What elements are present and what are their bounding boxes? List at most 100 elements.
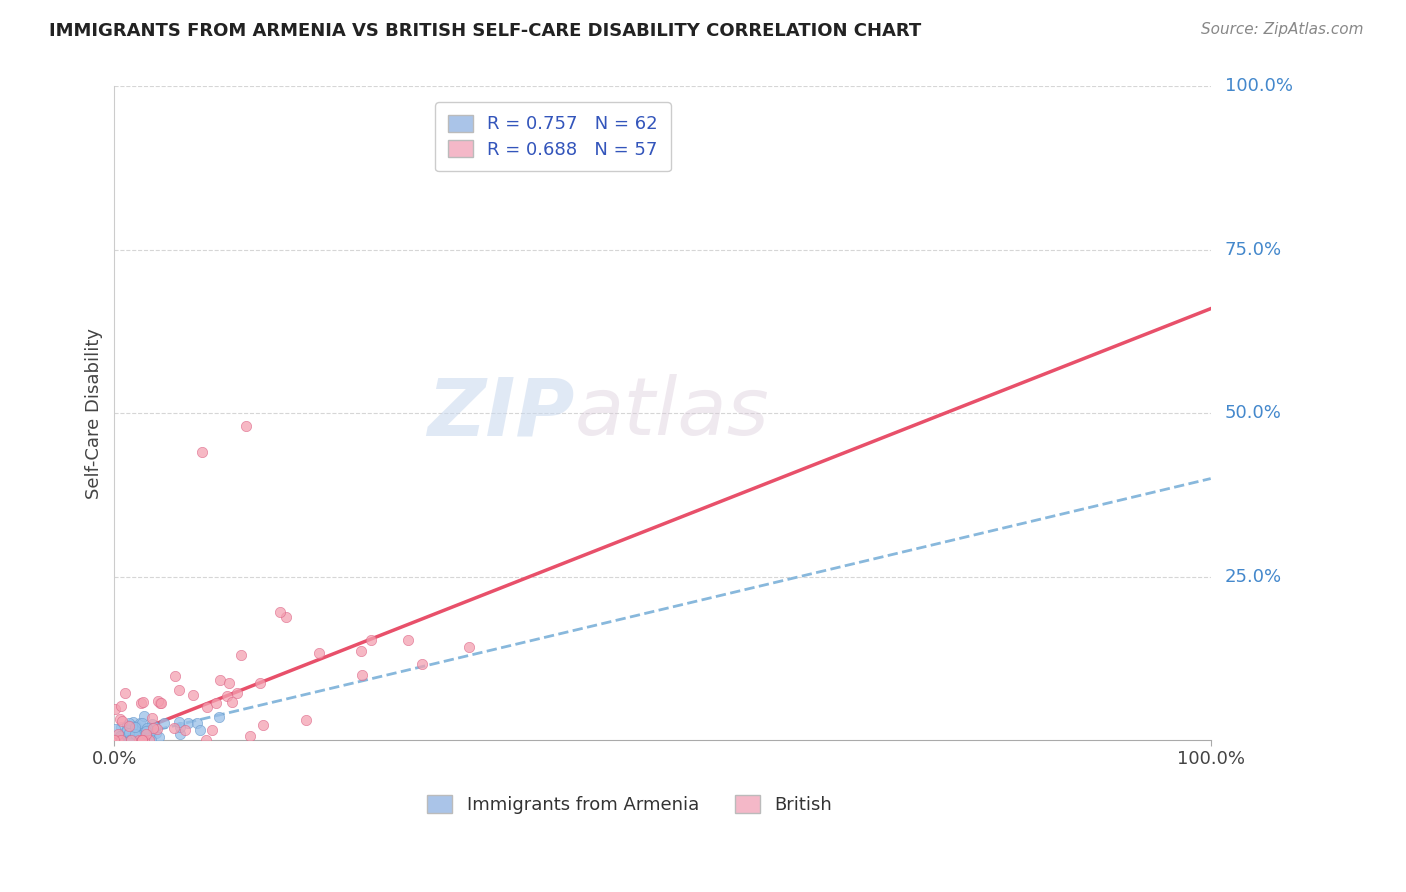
Text: 100.0%: 100.0%: [1225, 78, 1292, 95]
Point: [191, 445, 214, 459]
Point: [218, 675, 240, 690]
Point: [122, 733, 145, 747]
Point: [396, 633, 419, 648]
Point: [141, 733, 163, 747]
Point: [128, 715, 150, 730]
Point: [153, 716, 176, 731]
Point: [121, 719, 143, 733]
Point: [110, 712, 132, 726]
Point: [134, 723, 156, 737]
Point: [110, 699, 132, 714]
Point: [108, 729, 131, 743]
Point: [125, 723, 148, 737]
Point: [110, 720, 132, 734]
Point: [135, 727, 157, 741]
Point: [142, 721, 165, 735]
Legend: Immigrants from Armenia, British: Immigrants from Armenia, British: [419, 789, 839, 822]
Point: [128, 733, 150, 747]
Point: [107, 733, 129, 747]
Point: [411, 657, 433, 671]
Point: [118, 725, 141, 739]
Point: [136, 721, 159, 735]
Point: [135, 729, 157, 743]
Point: [104, 733, 127, 747]
Point: [124, 727, 146, 741]
Y-axis label: Self-Care Disability: Self-Care Disability: [86, 327, 103, 499]
Point: [145, 726, 167, 740]
Point: [132, 733, 155, 747]
Point: [295, 714, 318, 728]
Point: [117, 733, 139, 747]
Point: [226, 686, 249, 700]
Point: [111, 731, 134, 746]
Text: 50.0%: 50.0%: [1225, 404, 1281, 422]
Point: [110, 729, 132, 743]
Point: [229, 648, 252, 662]
Point: [138, 729, 160, 743]
Point: [194, 733, 217, 747]
Point: [103, 733, 125, 747]
Text: 25.0%: 25.0%: [1225, 567, 1282, 586]
Point: [105, 733, 128, 747]
Point: [173, 723, 195, 738]
Point: [350, 668, 373, 682]
Point: [360, 633, 382, 648]
Point: [122, 715, 145, 730]
Point: [111, 714, 134, 729]
Point: [186, 716, 208, 731]
Point: [149, 696, 172, 710]
Point: [124, 720, 146, 734]
Point: [115, 723, 138, 738]
Point: [195, 700, 218, 714]
Point: [235, 419, 257, 434]
Point: [132, 695, 155, 709]
Point: [105, 733, 128, 747]
Point: [148, 694, 170, 708]
Point: [141, 711, 163, 725]
Point: [208, 710, 231, 724]
Point: [215, 689, 238, 703]
Point: [458, 640, 481, 655]
Point: [120, 733, 142, 747]
Point: [167, 683, 190, 698]
Point: [124, 719, 146, 733]
Point: [115, 718, 138, 732]
Point: [239, 730, 262, 744]
Point: [105, 733, 128, 747]
Point: [221, 695, 243, 709]
Point: [110, 733, 132, 747]
Point: [132, 708, 155, 723]
Text: IMMIGRANTS FROM ARMENIA VS BRITISH SELF-CARE DISABILITY CORRELATION CHART: IMMIGRANTS FROM ARMENIA VS BRITISH SELF-…: [49, 22, 921, 40]
Point: [112, 733, 135, 747]
Point: [129, 696, 152, 710]
Point: [127, 728, 149, 742]
Point: [148, 730, 170, 744]
Point: [118, 719, 141, 733]
Point: [169, 715, 191, 730]
Point: [131, 733, 153, 747]
Point: [114, 725, 136, 739]
Point: [138, 721, 160, 735]
Point: [118, 733, 141, 747]
Point: [135, 724, 157, 739]
Point: [188, 723, 211, 738]
Point: [131, 733, 153, 747]
Point: [115, 732, 138, 747]
Point: [118, 733, 141, 747]
Point: [136, 723, 159, 737]
Point: [204, 696, 226, 710]
Point: [120, 731, 142, 746]
Point: [350, 644, 373, 658]
Point: [208, 673, 231, 687]
Point: [114, 686, 136, 700]
Point: [131, 733, 153, 747]
Point: [115, 731, 138, 745]
Point: [124, 723, 146, 738]
Text: 75.0%: 75.0%: [1225, 241, 1282, 259]
Point: [177, 715, 200, 730]
Point: [122, 731, 145, 746]
Point: [249, 676, 271, 690]
Point: [274, 609, 297, 624]
Point: [150, 696, 173, 710]
Text: ZIP: ZIP: [427, 375, 575, 452]
